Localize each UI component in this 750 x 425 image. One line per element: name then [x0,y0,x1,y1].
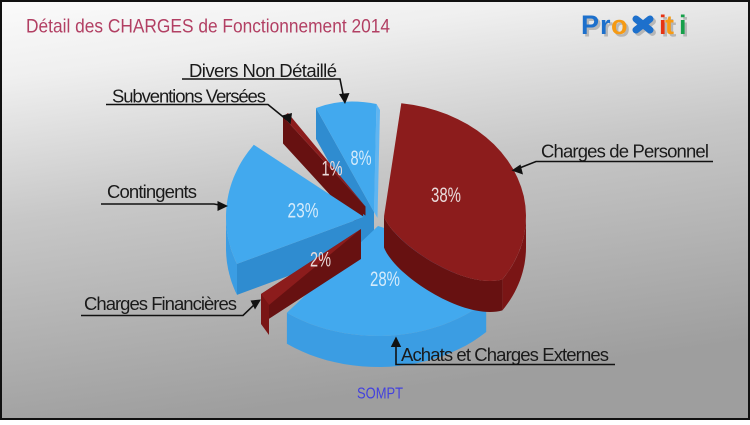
svg-text:23%: 23% [288,200,319,223]
svg-text:i: i [659,10,667,40]
svg-text:i: i [661,12,669,42]
svg-text:Achats et Charges Externes: Achats et Charges Externes [401,344,609,365]
svg-text:i: i [679,10,687,40]
svg-text:Contingents: Contingents [107,181,197,202]
svg-text:8%: 8% [351,147,372,170]
svg-text:SOMPT: SOMPT [357,386,403,403]
svg-text:r: r [600,10,611,40]
svg-text:P: P [581,10,599,40]
svg-text:t: t [667,12,676,42]
svg-text:Charges de Personnel: Charges de Personnel [541,141,709,162]
svg-text:38%: 38% [431,184,461,207]
svg-text:r: r [602,12,613,42]
svg-text:o: o [613,12,630,42]
svg-text:i: i [681,12,689,42]
svg-text:o: o [611,10,628,40]
svg-text:Divers Non Détaillé: Divers Non Détaillé [189,60,337,81]
svg-text:P: P [583,12,601,42]
svg-text:t: t [665,10,674,40]
svg-text:Subventions Versées: Subventions Versées [112,86,266,107]
svg-text:2%: 2% [310,249,331,272]
svg-text:1%: 1% [322,158,343,181]
svg-text:Charges Financières: Charges Financières [84,293,237,314]
svg-text:Détail des CHARGES de Fonction: Détail des CHARGES de Fonctionnement 201… [26,16,390,38]
svg-text:28%: 28% [370,268,400,291]
